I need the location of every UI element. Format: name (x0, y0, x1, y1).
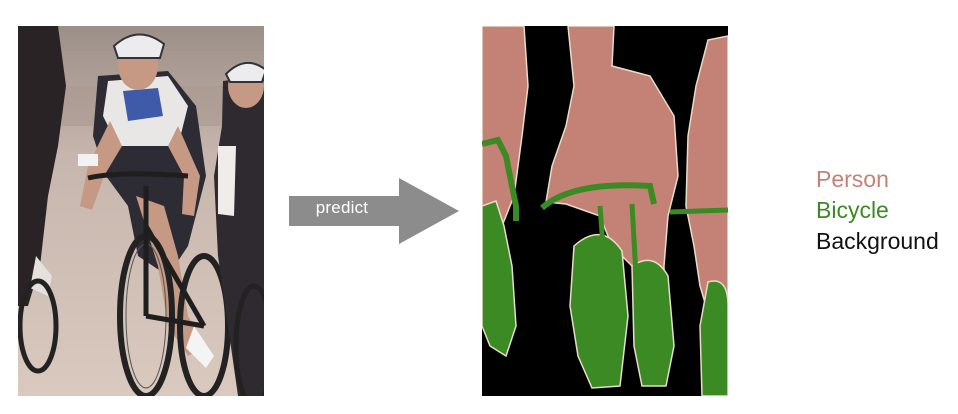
legend-item-bicycle: Bicycle (816, 197, 889, 223)
predict-label: predict (315, 198, 369, 217)
legend-item-background: Background (816, 228, 939, 254)
legend: Person Bicycle Background (816, 164, 939, 257)
legend-item-person: Person (816, 166, 889, 192)
input-photo (18, 26, 264, 396)
predict-arrow (289, 178, 459, 244)
segmentation-mask (482, 26, 728, 396)
